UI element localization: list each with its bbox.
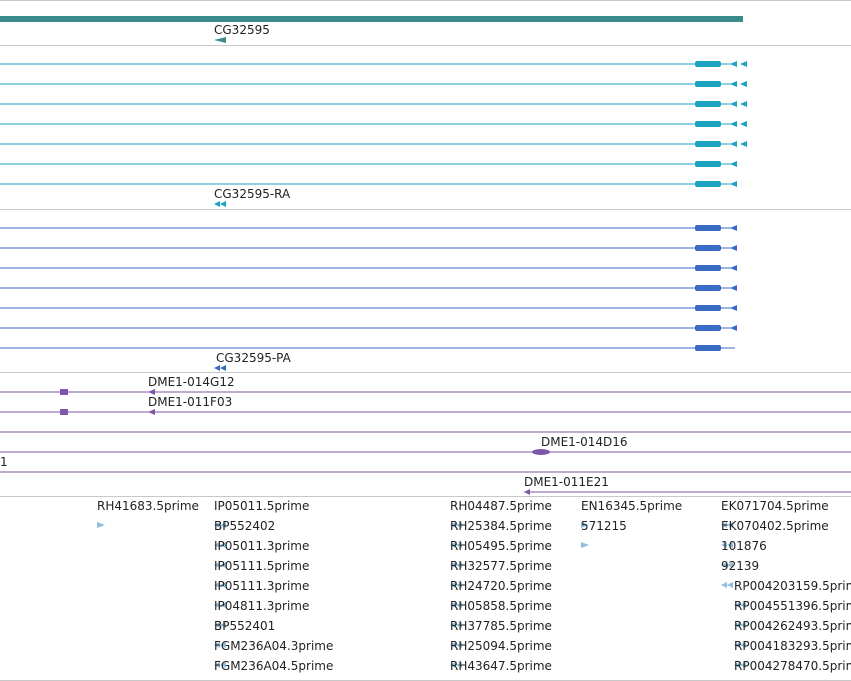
refseq-transcript-label[interactable]: CG32595-PA (216, 351, 291, 365)
est-label[interactable]: RP004203159.5prime (734, 579, 851, 593)
est-label[interactable]: RP004278470.5prime (734, 659, 851, 673)
track-separator (0, 496, 851, 497)
est-reverse-arrow-icon (450, 573, 464, 588)
est-reverse-arrow-icon (214, 633, 228, 648)
est-label[interactable]: RH25094.5prime (450, 639, 552, 653)
flybase-transcript-row[interactable] (0, 121, 747, 127)
est-reverse-arrow-icon (214, 513, 228, 528)
est-label[interactable]: RP004262493.5prime (734, 619, 851, 633)
refseq-transcript-row[interactable] (0, 285, 737, 291)
clone-label-dme1-011f03[interactable]: DME1-011F03 (148, 395, 233, 409)
est-label[interactable]: BP552401 (214, 619, 276, 633)
est-label[interactable]: RH05858.5prime (450, 599, 552, 613)
refseq-transcript-row[interactable] (0, 225, 737, 231)
est-reverse-arrow-icon (450, 673, 464, 679)
est-forward-arrow-icon (581, 513, 595, 528)
est-reverse-arrow-icon (450, 653, 464, 668)
track-separator (0, 372, 851, 373)
est-reverse-arrow-icon (734, 673, 748, 679)
gene-model-bar[interactable] (0, 16, 743, 22)
est-label[interactable]: BP552402 (214, 519, 276, 533)
est-label[interactable]: RP004551396.5prime (734, 599, 851, 613)
est-label[interactable]: RH32577.5prime (450, 559, 552, 573)
est-reverse-arrow-icon (214, 553, 228, 568)
gene-label[interactable]: CG32595 (214, 23, 270, 37)
est-reverse-arrow-icon (214, 673, 228, 679)
est-label[interactable]: IP04811.3prime (214, 599, 310, 613)
flybase-transcript-row[interactable] (0, 181, 737, 187)
est-reverse-arrow-icon (734, 653, 748, 668)
est-reverse-arrow-icon (450, 553, 464, 568)
refseq-transcript-row[interactable] (0, 245, 737, 251)
est-reverse-arrow-icon (450, 593, 464, 608)
est-reverse-arrow-icon (721, 533, 735, 548)
est-label[interactable]: 101876 (721, 539, 767, 553)
est-reverse-arrow-icon (214, 653, 228, 668)
refseq-transcript-row[interactable] (0, 325, 737, 331)
refseq-transcript-row[interactable] (0, 345, 735, 351)
est-reverse-arrow-icon (214, 533, 228, 548)
track-separator (0, 209, 851, 210)
est-reverse-arrow-icon (214, 613, 228, 628)
est-label[interactable]: IP05011.5prime (214, 499, 310, 513)
clone-label-dme1-014g12[interactable]: DME1-014G12 (148, 375, 235, 389)
flybase-transcript-row[interactable] (0, 101, 747, 107)
est-label[interactable]: RH37785.5prime (450, 619, 552, 633)
est-label[interactable]: RH24720.5prime (450, 579, 552, 593)
est-forward-arrow-icon (97, 513, 111, 528)
est-label[interactable]: FGM236A04.5prime (214, 659, 334, 673)
est-label[interactable]: IP05111.3prime (214, 579, 310, 593)
est-label[interactable]: EN16345.5prime (581, 499, 683, 513)
est-reverse-arrow-icon (450, 633, 464, 648)
est-label[interactable]: FGM236A04.3prime (214, 639, 334, 653)
est-reverse-arrow-icon (721, 513, 735, 528)
est-reverse-arrow-icon (734, 633, 748, 648)
est-label[interactable]: IP05011.3prime (214, 539, 310, 553)
est-label[interactable]: IP05111.5prime (214, 559, 310, 573)
est-reverse-arrow-icon (734, 613, 748, 628)
est-reverse-arrow-icon (214, 593, 228, 608)
flybase-transcript-row[interactable] (0, 61, 747, 67)
est-forward-arrow-icon (581, 533, 595, 548)
est-label[interactable]: RH41683.5prime (97, 499, 199, 513)
flybase-transcript-row[interactable] (0, 161, 737, 167)
est-label[interactable]: 571215 (581, 519, 627, 533)
est-label[interactable]: RP004183293.5prime (734, 639, 851, 653)
flybase-transcript-row[interactable] (0, 141, 747, 147)
est-label[interactable]: 92139 (721, 559, 760, 573)
refseq-strand-arrow-icon (214, 365, 226, 371)
clone-label-dme1-014d16[interactable]: DME1-014D16 (541, 435, 628, 449)
flybase-strand-arrow-icon (214, 201, 226, 207)
flybase-transcript-label[interactable]: CG32595-RA (214, 187, 291, 201)
est-reverse-arrow-icon (450, 533, 464, 548)
est-label[interactable]: EK070402.5prime (721, 519, 829, 533)
refseq-transcript-row[interactable] (0, 305, 737, 311)
est-label[interactable]: RH04487.5prime (450, 499, 552, 513)
est-label[interactable]: RH25384.5prime (450, 519, 552, 533)
est-reverse-arrow-icon (214, 573, 228, 588)
est-reverse-arrow-icon (450, 613, 464, 628)
refseq-transcript-row[interactable] (0, 265, 737, 271)
clone-label-dme1-011e21[interactable]: DME1-011E21 (524, 475, 609, 489)
est-label[interactable]: RH05495.5prime (450, 539, 552, 553)
track-separator (0, 0, 851, 1)
est-reverse-arrow-icon (721, 553, 735, 568)
est-label[interactable]: RH43647.5prime (450, 659, 552, 673)
est-label[interactable]: EK071704.5prime (721, 499, 829, 513)
flybase-transcript-row[interactable] (0, 81, 747, 87)
est-reverse-arrow-icon (734, 593, 748, 608)
est-reverse-arrow-icon (450, 513, 464, 528)
track-separator (0, 45, 851, 46)
clone-label-truncated[interactable]: 1 (0, 455, 8, 469)
est-reverse-arrow-icon (721, 573, 735, 588)
